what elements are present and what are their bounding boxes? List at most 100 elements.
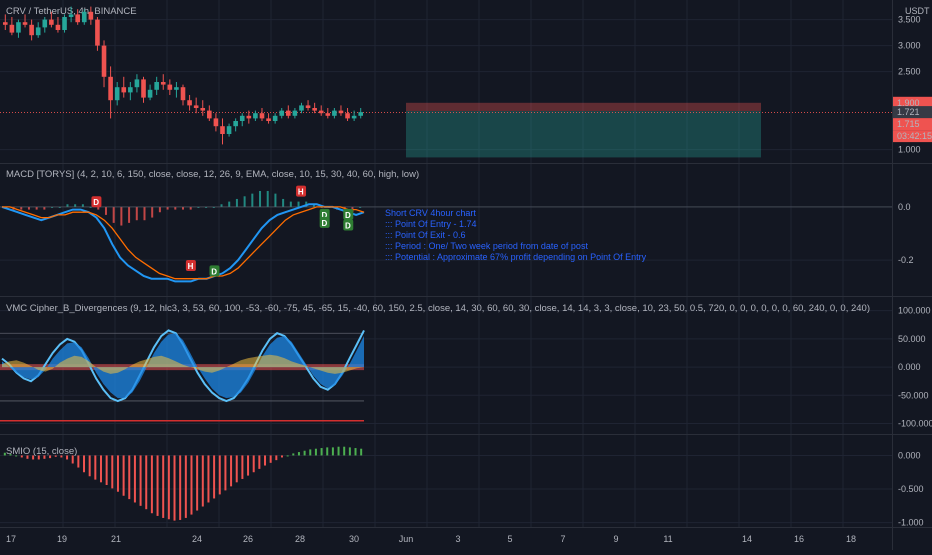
y-tick-label: 2.500 [898, 67, 921, 77]
divergence-marker-bg [343, 219, 354, 231]
smio-bar [275, 455, 278, 461]
macd-axis-labels: 0.0 -0.2 [898, 202, 914, 265]
macd-histogram-bar [182, 206, 184, 210]
candle-body [121, 87, 127, 93]
x-tick-label: 5 [507, 534, 512, 544]
smio-bar [99, 455, 102, 483]
x-tick-label: 28 [295, 534, 305, 544]
x-tick-label: 19 [57, 534, 67, 544]
y-tick-label: 0.0 [898, 202, 911, 212]
macd-histogram-bar [235, 198, 238, 207]
smio-bar [94, 455, 97, 480]
candle-body [266, 118, 271, 121]
divergence-marker-label: D [93, 198, 99, 207]
smio-bar [190, 455, 193, 515]
smio-bar [230, 455, 233, 487]
smio-bar [105, 455, 108, 486]
trade-idea-annotation: Short CRV 4hour chart ::: Point Of Entry… [385, 208, 647, 262]
macd-histogram-bar [189, 206, 192, 210]
smio-histogram [3, 446, 363, 521]
smio-bar [60, 455, 63, 458]
smio-bar [83, 455, 86, 473]
smio-bar [343, 446, 346, 456]
price-tag-bg [893, 118, 932, 131]
candle-body [108, 76, 113, 101]
macd-histogram-bar [282, 198, 285, 207]
divergence-marker-label: D [345, 222, 351, 231]
smio-bar [184, 455, 187, 518]
smio-bar [15, 455, 18, 457]
y-tick-label: 1.000 [898, 145, 921, 155]
candle-body [2, 22, 8, 25]
macd-histogram-bar [35, 206, 38, 210]
candle-body [358, 112, 364, 116]
smio-bar [173, 455, 176, 521]
candle-body [338, 110, 344, 114]
vmc-cipher-pane[interactable]: VMC Cipher_B_Divergences (9, 12, hlc3, 3… [0, 303, 932, 429]
smio-bar [331, 447, 334, 456]
vmc-area-money-flow [2, 354, 364, 374]
candle-body [174, 87, 179, 90]
vmc-pane-title: VMC Cipher_B_Divergences (9, 12, hlc3, 3… [6, 303, 870, 314]
candle-body [88, 11, 94, 20]
note-line-2: ::: Point Of Entry - 1.74 [385, 219, 477, 229]
macd-histogram-bar [20, 206, 23, 210]
macd-histogram-bar [259, 190, 262, 207]
y-tick-label: -0.2 [898, 255, 914, 265]
candle-body [325, 113, 331, 116]
y-tick-label: 3.500 [898, 15, 921, 25]
smio-bar [20, 455, 23, 458]
y-tick-label: -50.000 [898, 390, 929, 400]
smio-bar [264, 455, 267, 466]
candle-body [35, 27, 41, 36]
smio-bar [280, 455, 283, 458]
x-tick-label: 30 [349, 534, 359, 544]
macd-histogram-bar [243, 196, 246, 207]
macd-histogram-bar [27, 206, 30, 210]
macd-histogram-bar [135, 206, 138, 221]
macd-histogram-bar [266, 190, 269, 207]
price-tag-label: 1.721 [897, 107, 920, 117]
candle-body [9, 24, 15, 33]
smio-bar [133, 455, 136, 503]
macd-line [1, 203, 365, 283]
macd-histogram-bar [197, 206, 200, 208]
macd-pane[interactable]: MACD [TORYS] (4, 2, 10, 6, 150, close, c… [0, 169, 914, 283]
price-tag-label: 03:42:15 [897, 131, 932, 141]
price-pane[interactable]: CRV / TetherUS, 4h, BINANCE USDT 3.5003.… [0, 6, 932, 158]
smio-bar [258, 455, 261, 469]
candle-body [167, 84, 173, 90]
smio-bar [77, 455, 80, 468]
macd-histogram-bar [51, 206, 54, 208]
currency-label: USDT [905, 6, 930, 16]
macd-histogram-bar [289, 201, 292, 207]
smio-bar [314, 448, 317, 456]
short-position-zone[interactable] [0, 102, 892, 158]
macd-pane-title: MACD [TORYS] (4, 2, 10, 6, 150, close, c… [6, 169, 419, 180]
smio-bar [88, 455, 91, 477]
smio-bar [37, 455, 40, 460]
smio-pane[interactable]: SMIO (15, close) 0.000 -0.500 -1.000 [3, 446, 924, 528]
smio-bar [224, 455, 227, 491]
smio-bar [337, 446, 340, 456]
time-axis-labels[interactable]: 17 19 21 24 26 28 30 Jun 3 5 7 9 11 14 16 18 [6, 534, 856, 544]
macd-histogram-bar [220, 204, 223, 207]
gridlines [0, 0, 892, 527]
y-tick-label: 3.000 [898, 41, 921, 51]
macd-histogram-bar [174, 206, 177, 210]
candle-body [226, 126, 232, 134]
smio-bar [139, 455, 142, 506]
macd-histogram-bar [89, 206, 92, 208]
macd-histogram-bar [43, 206, 46, 210]
smio-bar [156, 455, 159, 516]
macd-histogram-bar [205, 206, 208, 208]
candle-body [154, 82, 159, 90]
smio-bar [326, 447, 329, 456]
divergence-marker-label: H [298, 188, 304, 197]
smio-bar [297, 452, 300, 456]
candle-body [318, 110, 324, 114]
candle-body [193, 105, 199, 108]
